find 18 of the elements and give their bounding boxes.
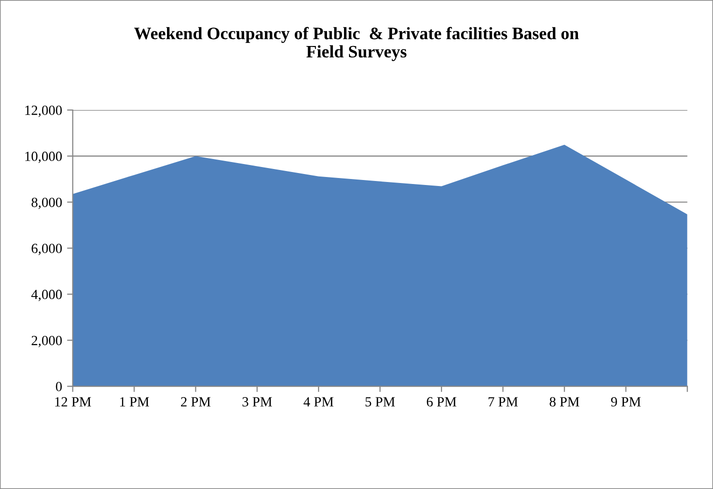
- x-tick-label: 12 PM: [55, 397, 92, 406]
- x-tick-label: 2 PM: [181, 397, 210, 406]
- x-tick-label: 6 PM: [426, 397, 456, 406]
- y-tick-label: 10,000: [25, 152, 62, 164]
- y-tick-label: 6,000: [32, 244, 62, 256]
- x-tick-label: 7 PM: [488, 397, 518, 406]
- y-tick-label: 0: [56, 382, 62, 392]
- y-tick-label: 2,000: [32, 336, 62, 348]
- x-tick-label: 8 PM: [550, 397, 580, 406]
- x-tick-label: 3 PM: [242, 397, 272, 406]
- y-tick-label: 12,000: [25, 106, 62, 117]
- chart-title: Weekend Occupancy of Public & Private facilities Based on Field Surveys: [134, 26, 579, 62]
- y-tick-label: 4,000: [31, 290, 62, 302]
- x-tick-label: 4 PM: [304, 397, 334, 406]
- x-tick-label: 1 PM: [120, 397, 150, 406]
- x-tick-label: 9 PM: [611, 397, 641, 406]
- x-tick-label: 5 PM: [366, 397, 395, 406]
- y-tick-label: 8,000: [32, 198, 62, 210]
